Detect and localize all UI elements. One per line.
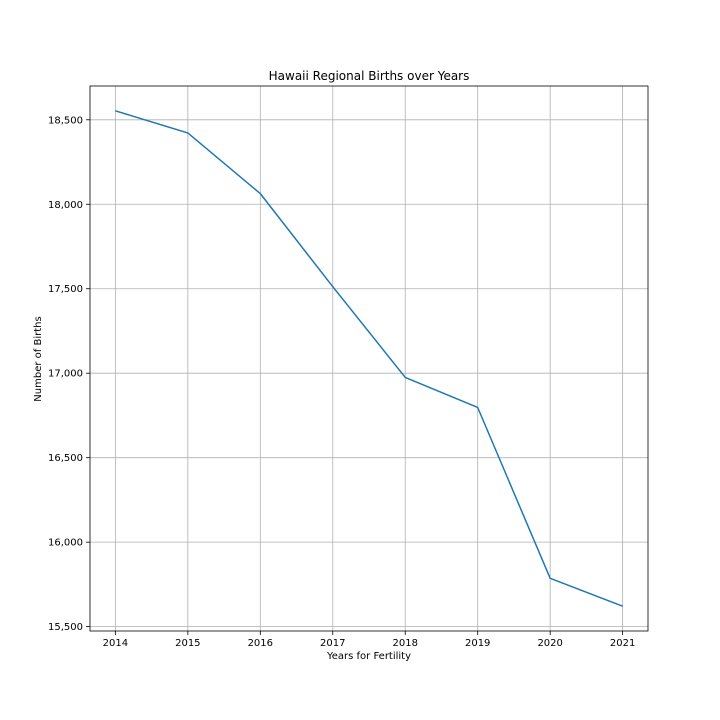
- y-tick-label: 18,000: [48, 200, 83, 211]
- y-axis-title: Number of Births: [33, 316, 44, 401]
- x-tick-label: 2014: [103, 638, 128, 649]
- y-tick-label: 18,500: [48, 115, 83, 126]
- plot-frame: [89, 85, 649, 632]
- x-tick-label: 2021: [610, 638, 635, 649]
- y-tick-label: 16,500: [48, 453, 83, 464]
- axis-ticks: 2014 2015 2016 2017 2018 2019 2020 2021 15,500 16…: [48, 115, 635, 649]
- x-tick-label: 2019: [465, 638, 490, 649]
- y-tick-label: 17,500: [48, 284, 83, 295]
- y-tick-label: 17,000: [48, 369, 83, 380]
- chart-title: Hawaii Regional Births over Years: [269, 69, 470, 83]
- grid-lines: [90, 86, 648, 631]
- x-tick-label: 2018: [393, 638, 418, 649]
- x-tick-label: 2020: [537, 638, 562, 649]
- x-axis-title: Years for Fertility: [326, 651, 411, 662]
- plot-border: [89, 85, 649, 632]
- x-tick-label: 2015: [175, 638, 200, 649]
- x-tick-label: 2017: [320, 638, 345, 649]
- series-layer: [115, 110, 623, 607]
- y-tick-label: 15,500: [48, 622, 83, 633]
- x-tick-label: 2016: [248, 638, 273, 649]
- series-line: [115, 110, 623, 607]
- y-tick-label: 16,000: [48, 538, 83, 549]
